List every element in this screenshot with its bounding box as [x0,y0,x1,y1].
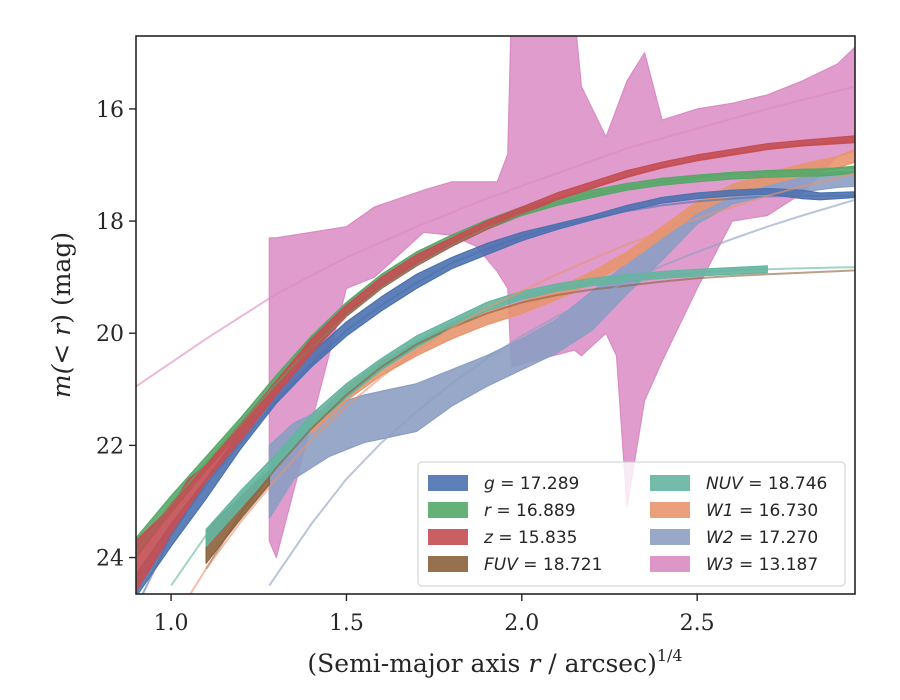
legend: g = 17.289 r = 16.889 z = 15.835 FUV = 18.7… [417,461,846,587]
y-tick-label: 18 [96,210,124,235]
legend-item-w2: W2 = 17.270 [650,528,818,548]
legend-swatch [650,529,690,545]
legend-swatch [428,475,468,491]
y-tick-label: 16 [96,98,124,123]
y-tick-label: 24 [96,547,124,572]
legend-item-g: g = 17.289 [428,474,579,494]
legend-swatch [428,502,468,518]
legend-label: W2 = 17.270 [706,528,818,548]
legend-items: g = 17.289 r = 16.889 z = 15.835 FUV = 18.7… [428,474,827,575]
x-axis-label: (Semi-major axis r / arcsec)1/4 [307,646,682,678]
legend-item-nuv: NUV = 18.746 [650,474,827,494]
x-ticks: 1.0 1.5 2.0 2.5 [154,594,715,636]
legend-item-w1: W1 = 16.730 [650,501,818,521]
y-ticks: 16 18 20 22 24 [96,98,136,572]
legend-label: z = 15.835 [483,528,577,548]
model-curves [136,85,855,594]
model-curve-g [141,194,855,594]
model-curve-z [136,139,855,553]
band-nuv [205,265,768,547]
model-curve-w1 [189,172,855,594]
band-z [136,135,855,592]
plot-frame [135,35,856,595]
x-tick-label: 2.0 [504,611,539,636]
legend-box [417,461,846,587]
legend-item-z: z = 15.835 [428,528,577,548]
x-tick-label: 1.5 [329,611,364,636]
x-tick-label: 1.0 [154,611,189,636]
y-tick-label: 22 [96,434,124,459]
legend-label: NUV = 18.746 [706,474,827,494]
model-curve-fuv [205,269,855,570]
legend-label: W3 = 13.187 [706,555,818,575]
x-tick-label: 2.5 [680,611,715,636]
legend-label: W1 = 16.730 [706,501,818,521]
y-axis-label: m(< r) (mag) [47,232,76,398]
legend-label: r = 16.889 [484,501,576,521]
legend-swatch [650,502,690,518]
legend-item-fuv: FUV = 18.721 [428,555,602,575]
legend-swatch [650,556,690,572]
legend-label: g = 17.289 [484,474,579,494]
legend-swatch [428,556,468,572]
y-tick-label: 20 [96,322,124,347]
legend-item-w3: W3 = 13.187 [650,555,818,575]
model-curve-w3 [136,85,855,388]
model-curve-w2 [268,198,855,587]
legend-label: FUV = 18.721 [484,555,602,575]
legend-swatch [428,529,468,545]
legend-item-r: r = 16.889 [428,501,576,521]
band-w2 [268,171,855,519]
legend-swatch [650,475,690,491]
model-curve-nuv [170,266,855,587]
